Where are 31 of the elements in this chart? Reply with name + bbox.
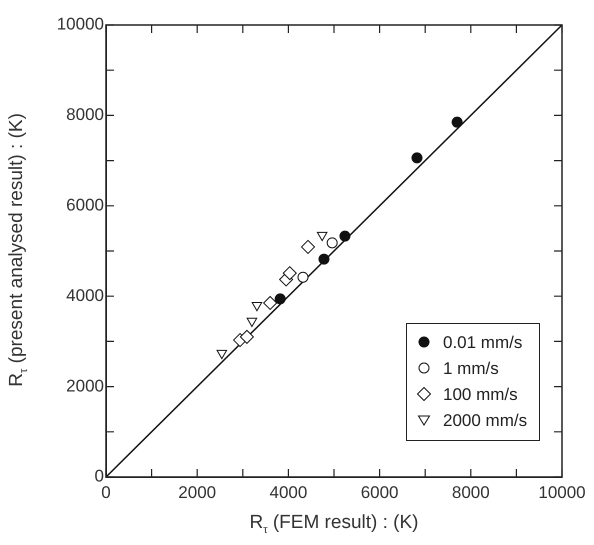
point — [274, 293, 286, 304]
point — [216, 350, 228, 360]
point — [318, 254, 330, 265]
legend-label: 0.01 mm/s — [443, 333, 522, 352]
point — [452, 116, 463, 128]
point — [316, 232, 328, 242]
point — [301, 240, 316, 254]
y-tick-label: 2000 — [66, 376, 104, 396]
point — [326, 237, 338, 248]
point — [282, 266, 297, 280]
x-tick-label: 6000 — [360, 482, 399, 502]
x-tick-label: 10000 — [538, 482, 586, 502]
x-tick-label: 8000 — [452, 482, 490, 502]
legend-label: 100 mm/s — [443, 385, 518, 404]
point — [263, 296, 278, 310]
y-tick-label: 0 — [94, 466, 104, 486]
legend-label: 1 mm/s — [443, 359, 499, 378]
y-tick-label: 8000 — [66, 105, 104, 124]
x-axis-title: R$_{τ}$ (FEM result) : (K) — [248, 512, 420, 536]
y-tick-label: 6000 — [66, 195, 104, 214]
x-tick-label: 4000 — [269, 482, 308, 502]
point — [297, 272, 308, 283]
point — [339, 230, 350, 242]
point — [246, 318, 258, 328]
point — [252, 302, 262, 312]
y-tick-label: 4000 — [66, 286, 104, 305]
legend-label: 2000 mm/s — [443, 411, 528, 430]
point — [411, 152, 422, 164]
point — [240, 330, 254, 344]
y-tick-label: 10000 — [56, 14, 104, 34]
x-tick-label: 2000 — [178, 482, 216, 502]
